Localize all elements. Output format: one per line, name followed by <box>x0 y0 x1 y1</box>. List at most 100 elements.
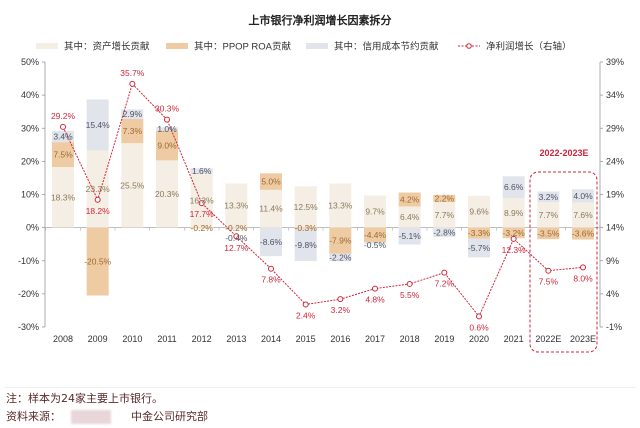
bar-segment <box>364 227 386 243</box>
bar-segment <box>260 227 282 257</box>
bar-segment <box>537 227 560 240</box>
line-point <box>60 123 66 130</box>
line-point <box>580 264 586 271</box>
bar-label: -20.5% <box>84 257 111 267</box>
redacted-source <box>71 410 111 424</box>
bar-segment <box>225 227 248 229</box>
bar-segment <box>225 228 248 230</box>
bar-label: 23.3% <box>86 184 111 194</box>
footnote: 注：样本为24家主要上市银行。 <box>6 392 163 405</box>
right-tick-label: 39% <box>606 57 624 67</box>
bar-segment <box>329 183 352 228</box>
right-tick-label: 14% <box>606 223 624 233</box>
bar-label: -7.9% <box>329 236 352 246</box>
bar-segment <box>156 127 178 131</box>
bar-segment <box>121 109 144 119</box>
bar-label: 25.5% <box>120 180 145 190</box>
bar-label: 1.6% <box>192 166 212 176</box>
bar-label: 2.9% <box>123 109 143 119</box>
bar-label: 7.7% <box>539 210 559 220</box>
right-tick-label: 4% <box>606 289 619 299</box>
net-profit-line <box>62 82 584 318</box>
line-point <box>94 196 101 203</box>
bar-label: 2.2% <box>435 193 455 203</box>
x-tick-label: 2016 <box>330 334 350 344</box>
x-tick-label: 2013 <box>226 334 246 344</box>
bar-segment <box>329 253 352 262</box>
bar-label: -3.3% <box>468 228 491 238</box>
bar-segment <box>260 189 282 228</box>
x-tick-label: 2017 <box>365 334 385 344</box>
bar-label: -0.3% <box>295 223 318 233</box>
bar-label: 9.6% <box>469 207 489 217</box>
forecast-label: 2022-2023E <box>539 148 588 158</box>
left-tick-label: -20% <box>18 289 39 299</box>
line-label: 7.5% <box>539 277 559 287</box>
source-text: 中金公司研究部 <box>131 410 208 423</box>
bar-label: 7.6% <box>573 210 593 220</box>
bar-label: -3.6% <box>572 229 595 239</box>
x-tick-label: 2011 <box>157 334 176 344</box>
bar-segment <box>398 192 421 207</box>
bar-segment <box>572 227 594 240</box>
bar-label: 6.4% <box>400 212 420 222</box>
bar-segment <box>433 202 456 228</box>
bar-label: 11.4% <box>259 204 283 214</box>
x-tick-label: 2010 <box>122 334 142 344</box>
right-tick-label: 29% <box>606 123 624 133</box>
bar-segment <box>52 130 74 143</box>
line-label: 4.8% <box>365 295 385 305</box>
bar-segment <box>156 160 178 228</box>
line-label: 2.4% <box>296 310 316 320</box>
line-label: 8.0% <box>573 273 593 283</box>
legend-swatch-2 <box>306 43 328 49</box>
bar-segment <box>52 142 74 168</box>
bar-label: -5.1% <box>399 231 422 241</box>
legend-label-0: 其中：资产增长贡献 <box>64 41 150 53</box>
legend-label-3: 净利润增长（右轴） <box>486 41 572 53</box>
line-point <box>268 265 274 272</box>
chart-title: 上市银行净利润增长因素拆分 <box>249 13 392 27</box>
bar-label: -0.4% <box>225 233 248 243</box>
line-point <box>545 267 552 274</box>
bar-segment <box>294 186 317 228</box>
bar-label: 7.5% <box>53 150 73 160</box>
legend-label-2: 其中：信用成本节约贡献 <box>334 41 439 53</box>
bar-label: -3.5% <box>537 228 560 238</box>
line-label: 12.3% <box>502 245 527 255</box>
bar-label: -0.2% <box>191 223 214 233</box>
bar-label: -4.4% <box>364 230 387 240</box>
line-point <box>164 116 170 123</box>
source-label: 资料来源： <box>6 410 61 423</box>
bar-segment <box>156 130 178 161</box>
bar-segment <box>433 194 456 203</box>
bar-label: 3.2% <box>539 192 559 202</box>
line-point <box>337 296 344 303</box>
bar-label: -2.8% <box>433 227 456 237</box>
right-tick-label: 19% <box>606 190 624 200</box>
bar-segment <box>364 195 386 228</box>
line-label: 17.7% <box>190 209 215 219</box>
bar-label: 18.3% <box>51 192 76 202</box>
bar-label: 1.0% <box>157 124 177 134</box>
line-point <box>510 235 517 242</box>
bar-label: 4.2% <box>400 194 420 204</box>
x-tick-label: 2008 <box>53 334 73 344</box>
x-tick-label: 2020 <box>469 334 489 344</box>
x-tick-label: 2014 <box>261 334 281 344</box>
bar-segment <box>294 227 317 229</box>
bar-segment <box>225 183 248 228</box>
bar-label: 8.9% <box>504 208 524 218</box>
left-tick-label: -10% <box>18 256 39 266</box>
bar-label: -0.5% <box>364 240 387 250</box>
bar-segment <box>398 227 421 245</box>
bar-label: 13.3% <box>328 201 353 211</box>
source-line: 资料来源： 中金公司研究部 <box>6 408 208 424</box>
line-label: 3.2% <box>331 305 351 315</box>
bar-segment <box>364 242 386 244</box>
x-tick-label: 2019 <box>434 334 454 344</box>
bar-label: 7.3% <box>123 126 143 136</box>
bar-label: 9.0% <box>157 140 177 150</box>
left-tick-label: -30% <box>18 322 39 332</box>
